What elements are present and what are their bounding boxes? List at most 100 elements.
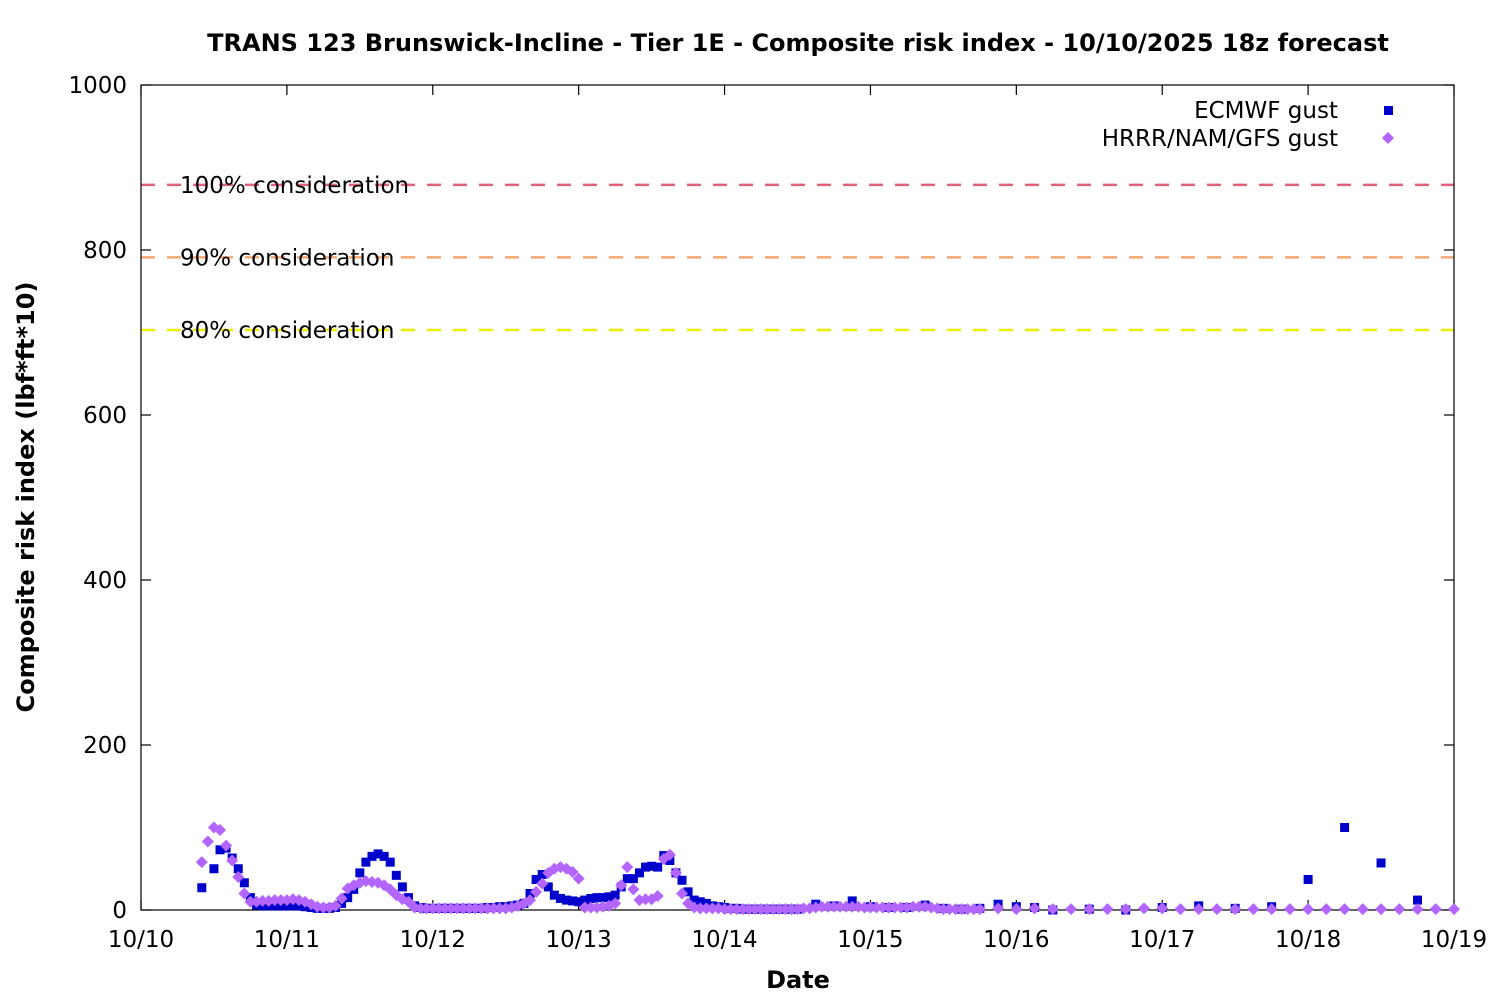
data-point-hrrr-nam-gfs — [748, 903, 761, 916]
data-point-hrrr-nam-gfs — [639, 893, 652, 906]
x-tick-label: 10/12 — [400, 927, 466, 953]
data-point-hrrr-nam-gfs — [432, 902, 445, 915]
data-point-hrrr-nam-gfs — [961, 903, 974, 916]
data-point-ecmwf — [233, 864, 243, 874]
data-point-hrrr-nam-gfs — [992, 902, 1005, 915]
data-point-ecmwf — [562, 895, 572, 905]
data-point-hrrr-nam-gfs — [244, 895, 257, 908]
data-point-hrrr-nam-gfs — [438, 902, 451, 915]
chart-title: TRANS 123 Brunswick-Incline - Tier 1E - … — [207, 29, 1389, 57]
data-point-hrrr-nam-gfs — [949, 903, 962, 916]
data-point-hrrr-nam-gfs — [906, 900, 919, 913]
data-point-hrrr-nam-gfs — [1265, 903, 1278, 916]
y-axis-label: Composite risk index (lbf*ft*10) — [12, 282, 40, 713]
x-tick-label: 10/17 — [1129, 927, 1195, 953]
data-point-hrrr-nam-gfs — [724, 903, 737, 916]
data-point-hrrr-nam-gfs — [317, 901, 330, 914]
data-point-hrrr-nam-gfs — [1192, 903, 1205, 916]
legend-label-hrrr-nam-gfs: HRRR/NAM/GFS gust — [1102, 126, 1338, 152]
data-point-hrrr-nam-gfs — [487, 902, 500, 915]
data-point-ecmwf — [653, 862, 663, 872]
data-point-ecmwf — [580, 895, 590, 905]
data-point-hrrr-nam-gfs — [329, 899, 342, 912]
data-point-hrrr-nam-gfs — [1065, 903, 1078, 916]
data-point-hrrr-nam-gfs — [451, 902, 464, 915]
data-point-hrrr-nam-gfs — [426, 902, 439, 915]
data-point-ecmwf — [209, 864, 219, 874]
data-point-hrrr-nam-gfs — [821, 900, 834, 913]
data-point-hrrr-nam-gfs — [1302, 903, 1315, 916]
data-point-hrrr-nam-gfs — [1010, 903, 1023, 916]
data-point-ecmwf — [555, 893, 565, 903]
x-tick-label: 10/16 — [983, 927, 1049, 953]
data-point-hrrr-nam-gfs — [913, 900, 926, 913]
data-point-ecmwf — [367, 851, 377, 861]
data-point-hrrr-nam-gfs — [973, 903, 986, 916]
y-tick-label: 800 — [83, 238, 127, 264]
data-point-hrrr-nam-gfs — [1101, 903, 1114, 916]
data-point-hrrr-nam-gfs — [797, 902, 810, 915]
data-series — [195, 821, 1460, 916]
data-point-ecmwf — [568, 896, 578, 906]
data-point-hrrr-nam-gfs — [730, 903, 743, 916]
data-point-hrrr-nam-gfs — [815, 900, 828, 913]
data-point-hrrr-nam-gfs — [1137, 902, 1150, 915]
data-point-hrrr-nam-gfs — [779, 903, 792, 916]
reference-line-labels: 100% consideration 90% consideration 80% c… — [180, 173, 409, 344]
data-point-hrrr-nam-gfs — [627, 883, 640, 896]
data-point-hrrr-nam-gfs — [651, 889, 664, 902]
data-point-ecmwf — [239, 878, 249, 888]
data-point-hrrr-nam-gfs — [232, 871, 245, 883]
data-point-hrrr-nam-gfs — [1375, 903, 1388, 916]
reference-line-label: 80% consideration — [180, 318, 394, 344]
data-point-hrrr-nam-gfs — [530, 885, 543, 898]
data-point-ecmwf — [385, 857, 395, 867]
data-point-hrrr-nam-gfs — [1174, 903, 1187, 916]
data-point-ecmwf — [1413, 895, 1423, 905]
data-point-hrrr-nam-gfs — [840, 900, 853, 913]
data-point-hrrr-nam-gfs — [663, 848, 676, 861]
reference-line-label: 100% consideration — [180, 173, 409, 199]
data-point-hrrr-nam-gfs — [676, 887, 689, 900]
data-point-ecmwf — [695, 897, 705, 907]
x-tick-label: 10/10 — [108, 927, 174, 953]
data-point-ecmwf — [677, 875, 687, 885]
data-point-ecmwf — [537, 870, 547, 880]
data-point-hrrr-nam-gfs — [846, 900, 859, 913]
x-tick-label: 10/13 — [546, 927, 612, 953]
data-point-hrrr-nam-gfs — [420, 902, 433, 915]
legend-label-ecmwf: ECMWF gust — [1194, 98, 1338, 124]
data-point-hrrr-nam-gfs — [1448, 903, 1460, 916]
data-point-hrrr-nam-gfs — [718, 903, 731, 916]
data-point-hrrr-nam-gfs — [858, 901, 871, 914]
data-point-ecmwf — [628, 874, 638, 884]
data-point-ecmwf — [598, 893, 608, 903]
data-point-ecmwf — [689, 895, 699, 905]
data-point-ecmwf — [397, 882, 407, 892]
legend-marker-hrrr-nam-gfs — [1382, 132, 1394, 144]
data-point-ecmwf — [391, 870, 401, 880]
data-point-hrrr-nam-gfs — [785, 903, 798, 916]
data-point-hrrr-nam-gfs — [894, 901, 907, 914]
data-point-hrrr-nam-gfs — [736, 903, 749, 916]
data-point-hrrr-nam-gfs — [1046, 903, 1059, 916]
data-point-hrrr-nam-gfs — [256, 894, 269, 907]
data-point-hrrr-nam-gfs — [955, 903, 968, 916]
data-point-ecmwf — [361, 857, 371, 867]
data-point-hrrr-nam-gfs — [706, 902, 719, 915]
data-point-hrrr-nam-gfs — [1229, 903, 1242, 916]
reference-lines — [141, 183, 1454, 332]
x-tick-label: 10/18 — [1275, 927, 1341, 953]
data-point-hrrr-nam-gfs — [827, 900, 840, 913]
data-point-ecmwf — [549, 890, 559, 900]
data-point-hrrr-nam-gfs — [220, 839, 233, 852]
data-point-ecmwf — [525, 889, 535, 898]
data-point-hrrr-nam-gfs — [445, 902, 458, 915]
data-point-hrrr-nam-gfs — [773, 903, 786, 916]
data-point-hrrr-nam-gfs — [1338, 903, 1351, 916]
data-point-hrrr-nam-gfs — [1320, 903, 1333, 916]
data-point-hrrr-nam-gfs — [524, 894, 537, 907]
data-point-hrrr-nam-gfs — [214, 823, 227, 836]
data-point-ecmwf — [215, 845, 225, 855]
